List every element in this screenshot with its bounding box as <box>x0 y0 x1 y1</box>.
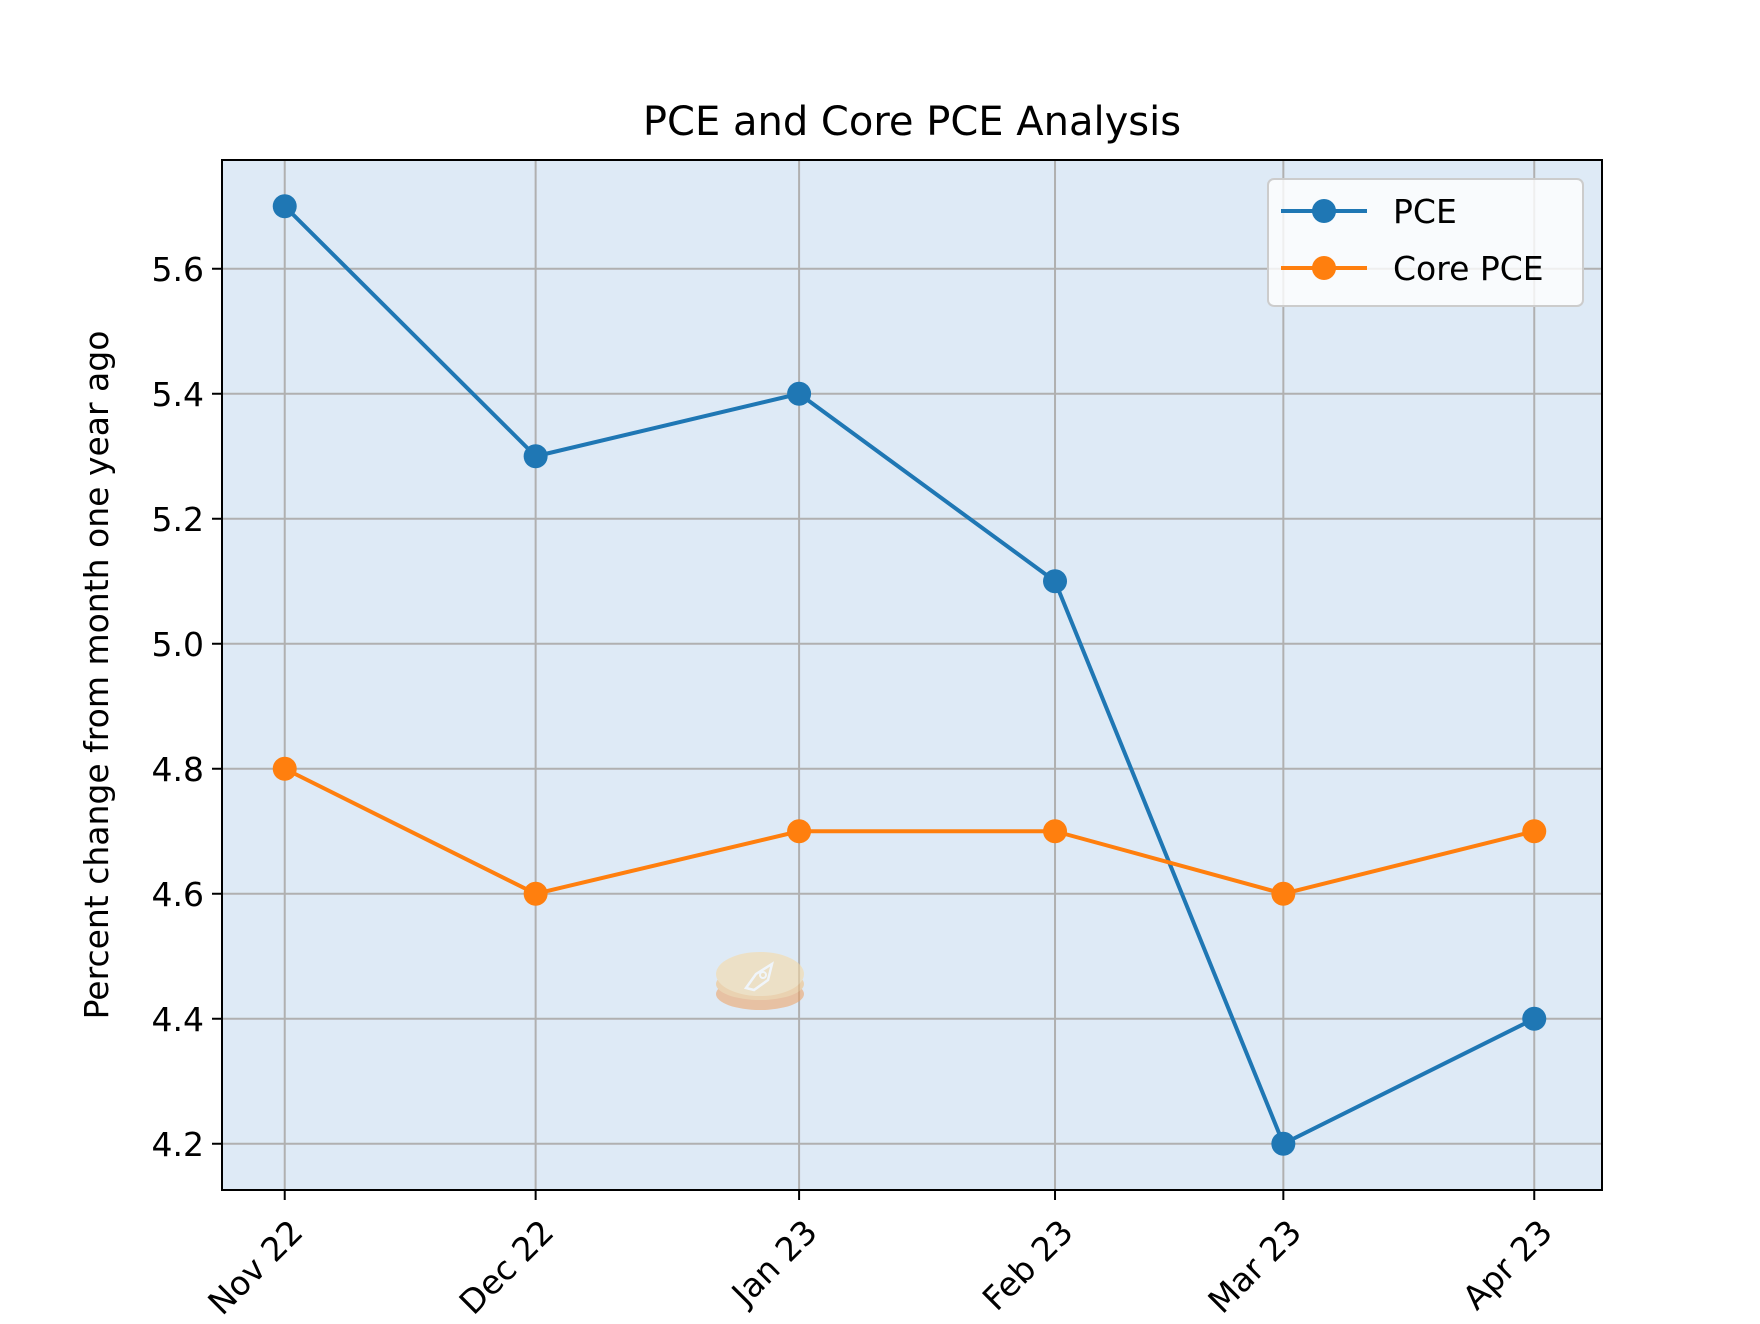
x-tick-label: Dec 22 <box>451 1212 561 1320</box>
y-tick-label: 5.4 <box>152 375 204 414</box>
data-point-pce <box>1522 1006 1547 1031</box>
data-point-pce <box>1271 1131 1296 1156</box>
legend-pce-label: PCE <box>1393 192 1457 231</box>
y-tick-label: 4.2 <box>152 1125 204 1164</box>
y-tick-label: 5.2 <box>152 500 204 539</box>
data-point-pce <box>523 444 548 469</box>
data-point-pce <box>272 194 297 219</box>
legend-core-pce-label: Core PCE <box>1393 249 1544 288</box>
chart-title: PCE and Core PCE Analysis <box>643 99 1181 145</box>
x-tick-label: Jan 23 <box>723 1212 825 1314</box>
y-tick-label: 4.4 <box>152 1000 204 1039</box>
y-tick-label: 5.0 <box>152 625 204 664</box>
series-layer <box>272 194 1547 1156</box>
series-line-pce <box>283 204 1536 1146</box>
y-tick-label: 5.6 <box>152 250 204 289</box>
x-axis-ticks: Nov 22 Dec 22 Jan 23 Feb 23 Mar 23 Apr 23 <box>200 1190 1560 1322</box>
series-pce <box>272 194 1547 1156</box>
x-tick-label: Nov 22 <box>200 1212 310 1320</box>
data-point-core-pce <box>1271 881 1296 906</box>
series-core-pce <box>272 756 1547 906</box>
y-tick-label: 4.6 <box>152 875 204 914</box>
data-point-core-pce <box>1522 819 1547 844</box>
x-tick-label: Feb 23 <box>975 1212 1081 1318</box>
data-point-pce <box>787 381 812 406</box>
data-point-core-pce <box>1043 819 1068 844</box>
y-axis-label: Percent change from month one year ago <box>77 331 116 1020</box>
data-point-core-pce <box>787 819 812 844</box>
y-axis-ticks: 4.2 4.4 4.6 4.8 5.0 5.2 5.4 5.6 <box>152 250 222 1164</box>
legend-pce-marker <box>1312 199 1336 223</box>
axes-frame <box>221 159 1603 1191</box>
data-point-core-pce <box>523 881 548 906</box>
rocket-coin-icon <box>716 952 804 1010</box>
legend-core-pce-marker <box>1312 256 1336 280</box>
x-tick-label: Apr 23 <box>1455 1212 1560 1317</box>
legend: PCE Core PCE <box>1267 178 1584 307</box>
series-line-core-pce <box>283 766 1535 896</box>
plot-area <box>222 160 1602 1190</box>
data-point-pce <box>1043 569 1068 594</box>
x-tick-label: Mar 23 <box>1200 1212 1309 1320</box>
data-point-core-pce <box>272 756 297 781</box>
y-tick-label: 4.8 <box>152 750 204 789</box>
